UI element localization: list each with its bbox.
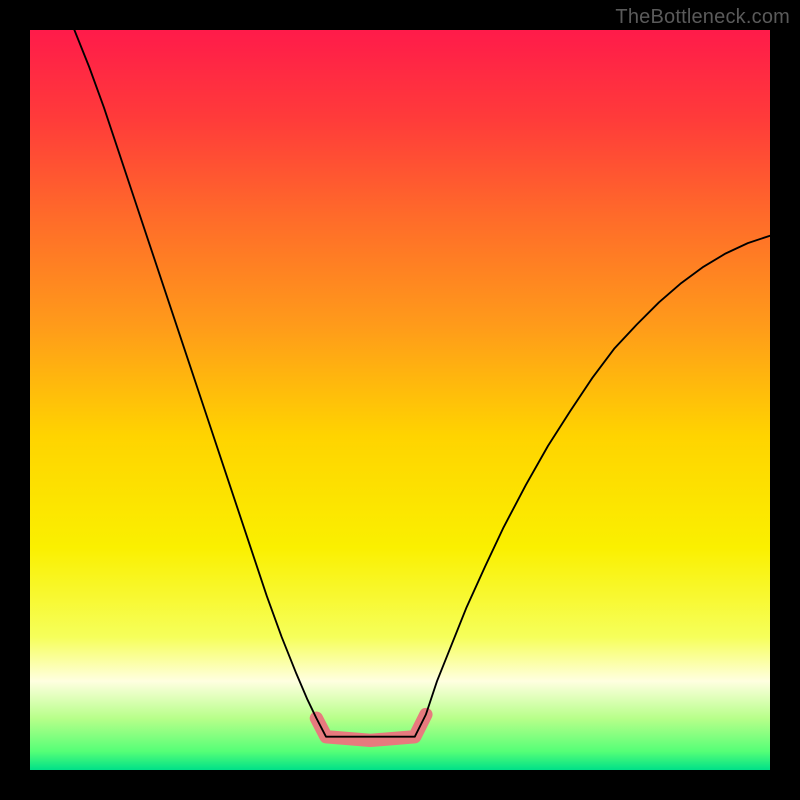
- plot-area: [30, 30, 770, 770]
- watermark-text: TheBottleneck.com: [615, 6, 790, 29]
- chart-svg: [30, 30, 770, 770]
- gradient-rect: [30, 30, 770, 770]
- chart-frame: TheBottleneck.com: [0, 0, 800, 800]
